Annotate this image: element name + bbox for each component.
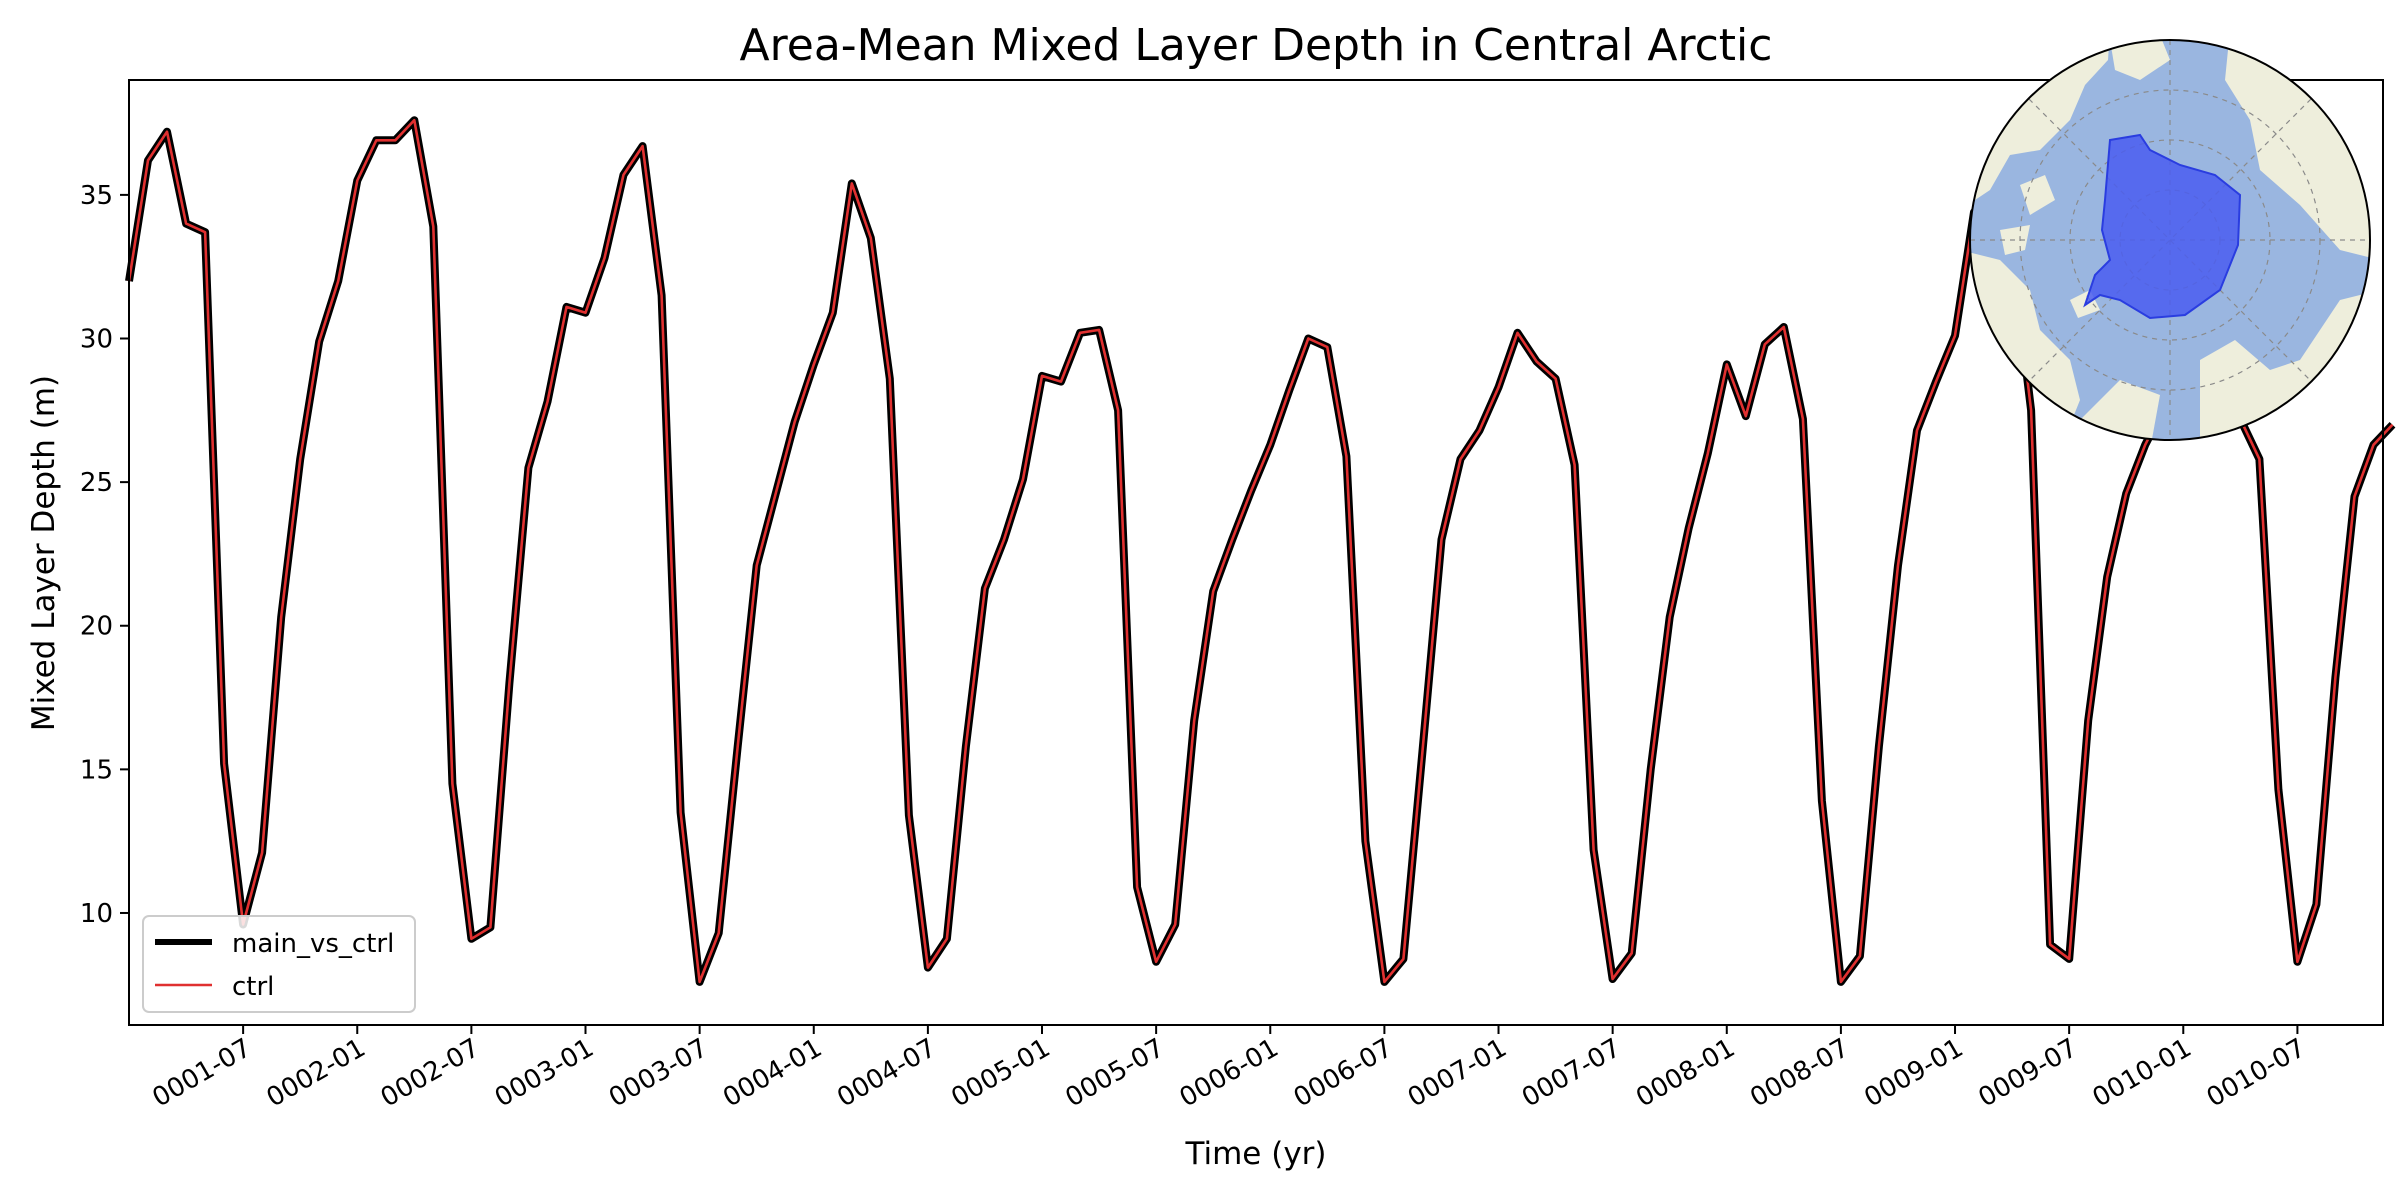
- legend: main_vs_ctrl ctrl: [142, 915, 416, 1013]
- y-tick-label: 20: [80, 612, 113, 642]
- y-axis-label: Mixed Layer Depth (m): [26, 375, 62, 731]
- y-tick-label: 25: [80, 468, 113, 498]
- legend-label-ctrl: ctrl: [232, 972, 274, 1002]
- chart-title: Area-Mean Mixed Layer Depth in Central A…: [740, 20, 1773, 71]
- map-border: [1969, 39, 2371, 441]
- y-tick-label: 35: [80, 181, 113, 211]
- y-tick-label: 10: [80, 899, 113, 929]
- central-arctic-region: [2083, 133, 2242, 320]
- inset-map: [1969, 39, 2371, 441]
- legend-label-main-vs-ctrl: main_vs_ctrl: [232, 929, 394, 959]
- y-tick-label: 15: [80, 755, 113, 785]
- y-tick-label: 30: [80, 325, 113, 355]
- plot-frame: [128, 79, 2384, 1026]
- x-axis-label: Time (yr): [1185, 1136, 1327, 1172]
